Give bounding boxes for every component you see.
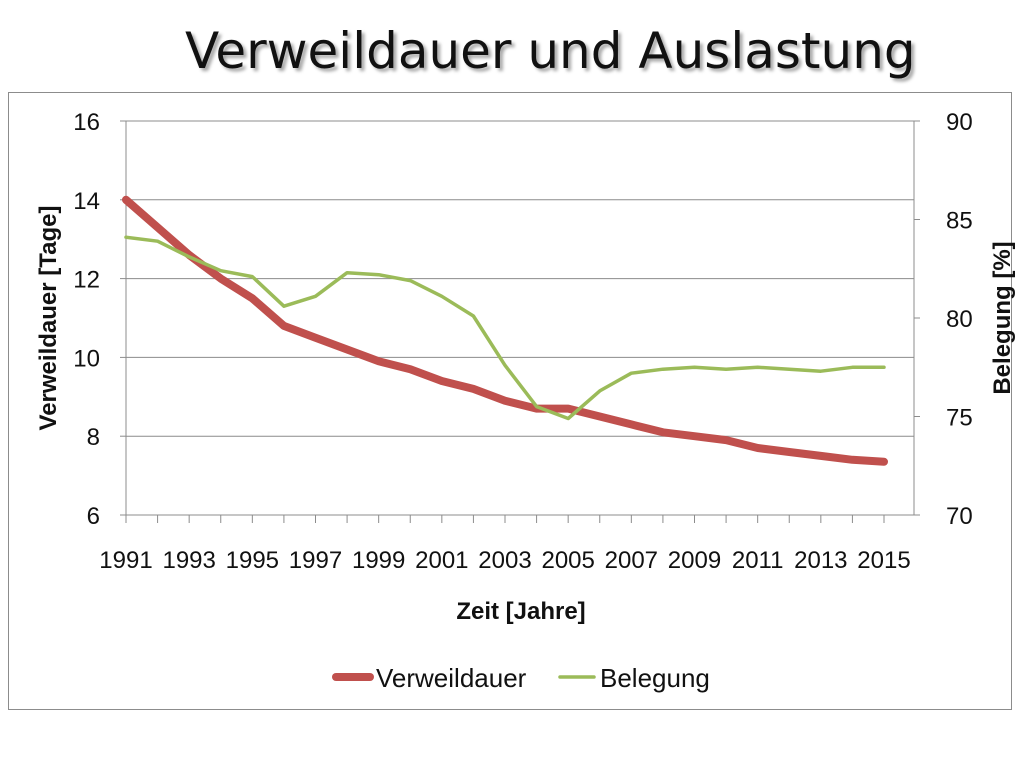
x-tick-label: 2007 — [605, 547, 658, 574]
y-tick-label: 12 — [73, 267, 100, 294]
y-tick-label: 8 — [87, 424, 100, 451]
x-tick-label: 2011 — [732, 547, 784, 574]
legend: Verweildauer Belegung — [332, 663, 710, 693]
y-tick-label: 10 — [73, 345, 100, 372]
x-tick-label: 2009 — [668, 547, 721, 574]
y-axis-left-title: Verweildauer [Tage] — [35, 206, 62, 431]
x-tick-label: 2015 — [857, 547, 910, 574]
x-tick-label: 2001 — [415, 547, 468, 574]
gridlines — [126, 120, 914, 516]
y-axis-right-title: Belegung [%] — [989, 241, 1016, 394]
slide-title: Verweildauer und Auslastung — [185, 22, 916, 80]
y2-tick-label: 70 — [946, 503, 973, 530]
series-line-belegung — [124, 235, 886, 421]
x-tick-label: 1995 — [226, 547, 279, 574]
x-tick-label: 2003 — [478, 547, 531, 574]
x-tick-label: 2005 — [541, 547, 594, 574]
series-line-verweildauer — [122, 195, 888, 466]
y-tick-label: 16 — [73, 109, 100, 136]
legend-label-belegung: Belegung — [600, 663, 710, 693]
x-axis-title: Zeit [Jahre] — [456, 598, 585, 625]
series-lines — [122, 195, 888, 466]
y-axis-left-ticks: 6 8 10 12 14 16 — [73, 109, 126, 530]
y-tick-label: 6 — [87, 503, 100, 530]
legend-label-verweildauer: Verweildauer — [376, 663, 527, 693]
x-tick-label: 1997 — [289, 547, 342, 574]
y-axis-right-ticks: 70 75 80 85 90 — [914, 109, 973, 530]
y2-tick-label: 75 — [946, 405, 973, 432]
x-tick-label: 1999 — [352, 547, 405, 574]
y2-tick-label: 90 — [946, 109, 973, 136]
x-axis-ticks: 1991 1993 1995 1997 1999 2001 2003 2005 2007 2009… — [99, 515, 911, 574]
y-tick-label: 14 — [73, 188, 100, 215]
x-tick-label: 1991 — [99, 547, 152, 574]
y2-tick-label: 85 — [946, 208, 973, 235]
x-tick-label: 1993 — [162, 547, 215, 574]
x-tick-label: 2013 — [794, 547, 847, 574]
y2-tick-label: 80 — [946, 306, 973, 333]
